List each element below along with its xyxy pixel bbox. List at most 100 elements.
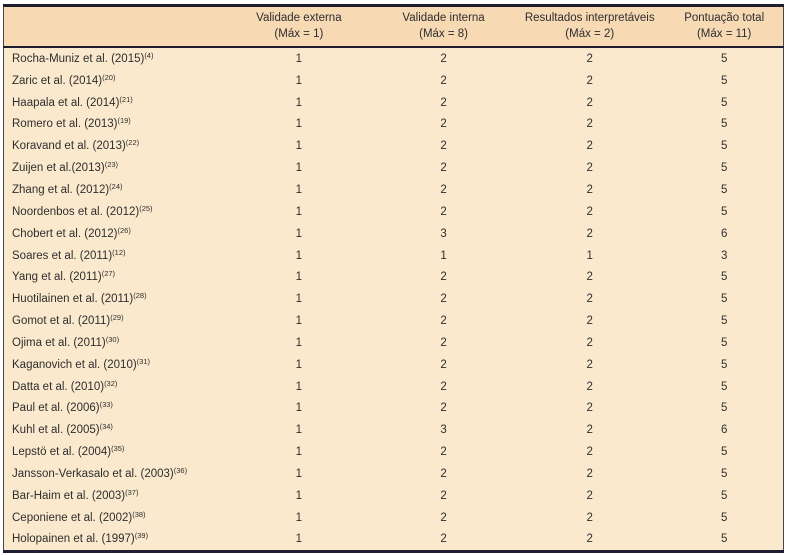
study-citation: Ceponiene et al. (2002)(38) (3, 506, 225, 529)
study-name: Holopainen et al. (1997) (12, 533, 135, 546)
study-citation: Chobert et al. (2012)(26) (3, 222, 225, 245)
study-name: Lepstö et al. (2004) (12, 446, 112, 459)
study-name: Ojima et al. (2011) (12, 336, 106, 349)
header-resultados-interpretaveis-title: Resultados interpretáveis (524, 12, 655, 24)
resultados-interpretaveis-value: 2 (514, 47, 666, 70)
validade-interna-value: 2 (372, 353, 515, 376)
table-row: Soares et al. (2011)(12) 1 1 1 3 (3, 244, 784, 267)
validade-interna-value: 2 (372, 288, 515, 311)
study-name: Yang et al. (2011) (12, 271, 102, 284)
study-citation: Yang et al. (2011)(27) (3, 266, 225, 289)
validade-externa-value: 1 (224, 463, 373, 485)
table-row: Chobert et al. (2012)(26) 1 3 2 6 (3, 222, 784, 245)
study-name: Gomot et al. (2011) (12, 315, 111, 328)
validade-externa-value: 1 (224, 397, 373, 420)
resultados-interpretaveis-value: 2 (514, 484, 666, 507)
validade-interna-value: 2 (372, 331, 515, 354)
validade-interna-value: 1 (372, 244, 515, 267)
study-citation: Koravand et al. (2013)(22) (3, 135, 225, 158)
validade-interna-value: 2 (372, 179, 515, 201)
resultados-interpretaveis-value: 2 (514, 419, 666, 442)
pontuacao-total-value: 5 (665, 113, 784, 136)
pontuacao-total-value: 5 (665, 288, 784, 311)
table-row: Noordenbos et al. (2012)(25) 1 2 2 5 (3, 200, 784, 223)
reference-superscript: (30) (105, 334, 120, 344)
validade-interna-value: 2 (372, 463, 515, 485)
table-row: Holopainen et al. (1997)(39) 1 2 2 5 (3, 528, 784, 552)
validade-externa-value: 1 (224, 244, 373, 267)
pontuacao-total-value: 5 (665, 331, 784, 354)
study-name: Koravand et al. (2013) (12, 140, 126, 153)
reference-superscript: (12) (112, 247, 126, 257)
pontuacao-total-value: 6 (665, 419, 784, 442)
study-name: Haapala et al. (2014) (12, 96, 120, 109)
pontuacao-total-value: 5 (665, 179, 784, 201)
resultados-interpretaveis-value: 2 (514, 288, 666, 311)
validade-externa-value: 1 (224, 179, 373, 201)
resultados-interpretaveis-value: 2 (514, 310, 666, 332)
resultados-interpretaveis-value: 2 (514, 331, 666, 354)
validade-interna-value: 2 (372, 200, 515, 223)
reference-superscript: (27) (101, 269, 116, 279)
pontuacao-total-value: 5 (665, 91, 784, 114)
table-row: Ojima et al. (2011)(30) 1 2 2 5 (3, 331, 784, 354)
validade-interna-value: 2 (372, 47, 515, 70)
validade-interna-value: 2 (372, 528, 515, 552)
study-name: Kaganovich et al. (2010) (12, 358, 137, 371)
validade-interna-value: 2 (372, 441, 515, 464)
study-citation: Datta et al. (2010)(32) (3, 375, 225, 398)
validade-interna-value: 2 (372, 375, 515, 398)
study-citation: Huotilainen et al. (2011)(28) (3, 288, 225, 311)
resultados-interpretaveis-value: 2 (514, 353, 666, 376)
study-name: Zhang et al. (2012) (12, 183, 110, 196)
resultados-interpretaveis-value: 2 (514, 222, 666, 245)
validade-externa-value: 1 (224, 375, 373, 398)
validade-externa-value: 1 (224, 91, 373, 114)
study-name: Zuijen et al.(2013) (12, 162, 105, 175)
resultados-interpretaveis-value: 2 (514, 266, 666, 289)
study-citation: Haapala et al. (2014)(21) (3, 91, 225, 114)
pontuacao-total-value: 5 (665, 47, 784, 70)
validade-externa-value: 1 (224, 266, 373, 289)
table-row: Haapala et al. (2014)(21) 1 2 2 5 (3, 91, 784, 114)
study-citation: Ojima et al. (2011)(30) (3, 331, 225, 354)
reference-superscript: (23) (104, 160, 119, 170)
study-citation: Gomot et al. (2011)(29) (3, 310, 225, 332)
pontuacao-total-value: 5 (665, 157, 784, 180)
validade-externa-value: 1 (224, 419, 373, 442)
study-name: Bar-Haim et al. (2003) (12, 489, 126, 502)
validade-interna-value: 2 (372, 397, 515, 420)
study-citation: Romero et al. (2013)(19) (3, 113, 225, 136)
study-name: Huotilainen et al. (2011) (12, 293, 134, 306)
validade-externa-value: 1 (224, 157, 373, 180)
study-name: Zaric et al. (2014) (12, 74, 103, 87)
study-citation: Zuijen et al.(2013)(23) (3, 157, 225, 180)
validade-interna-value: 2 (372, 113, 515, 136)
reference-superscript: (21) (119, 94, 133, 104)
header-pontuacao-total: Pontuação total (Máx = 11) (665, 5, 784, 48)
table-row: Kaganovich et al. (2010)(31) 1 2 2 5 (3, 353, 784, 376)
resultados-interpretaveis-value: 2 (514, 441, 666, 464)
table-body: Rocha-Muniz et al. (2015)(4) 1 2 2 5 Zar… (3, 47, 784, 552)
resultados-interpretaveis-value: 2 (514, 91, 666, 114)
reference-superscript: (31) (136, 356, 151, 366)
study-name: Kuhl et al. (2005) (12, 424, 100, 437)
pontuacao-total-value: 5 (665, 200, 784, 223)
study-citation: Zhang et al. (2012)(24) (3, 179, 225, 201)
study-citation: Lepstö et al. (2004)(35) (3, 441, 225, 464)
validade-interna-value: 3 (372, 419, 515, 442)
validade-interna-value: 2 (372, 157, 515, 180)
reference-superscript: (32) (104, 378, 118, 388)
table-row: Jansson-Verkasalo et al. (2003)(36) 1 2 … (3, 463, 784, 485)
pontuacao-total-value: 5 (665, 310, 784, 332)
resultados-interpretaveis-value: 1 (514, 244, 666, 267)
pontuacao-total-value: 5 (665, 484, 784, 507)
pontuacao-total-value: 6 (665, 222, 784, 245)
validade-externa-value: 1 (224, 113, 373, 136)
reference-superscript: (29) (110, 313, 124, 323)
validade-externa-value: 1 (224, 222, 373, 245)
pontuacao-total-value: 5 (665, 135, 784, 158)
table-row: Ceponiene et al. (2002)(38) 1 2 2 5 (3, 506, 784, 529)
validade-externa-value: 1 (224, 484, 373, 507)
validade-interna-value: 2 (372, 135, 515, 158)
